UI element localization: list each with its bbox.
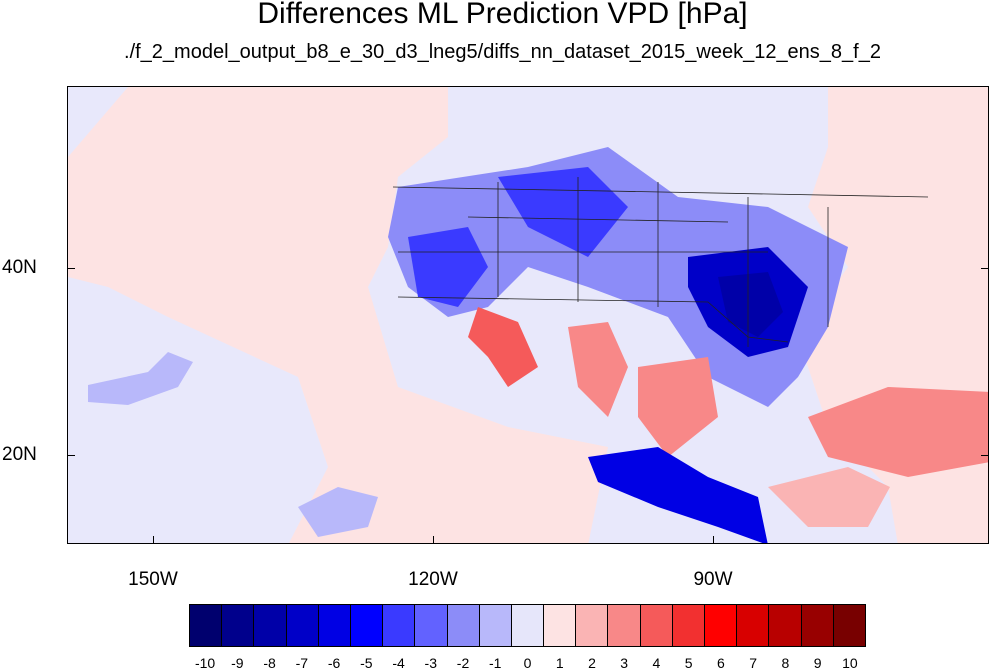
tick-right-20n (981, 455, 989, 456)
colorbar (189, 604, 866, 647)
colorbar-label: -8 (263, 655, 276, 671)
colorbar-label: -5 (360, 655, 373, 671)
region-pink-pacific (68, 87, 608, 543)
lat-label-20n: 20N (2, 444, 37, 465)
vpd-difference-field (68, 87, 988, 543)
colorbar-box (447, 605, 480, 646)
colorbar-label: 8 (781, 655, 790, 671)
colorbar-label: -1 (489, 655, 502, 671)
colorbar-label: 6 (717, 655, 725, 671)
lon-label-150w: 150W (128, 569, 178, 590)
region-blue-central-america (588, 447, 768, 543)
colorbar-box (350, 605, 384, 646)
colorbar-box (383, 605, 416, 646)
tick-bottom-90w (713, 536, 714, 544)
colorbar-label: 0 (523, 655, 532, 671)
colorbar-box (801, 605, 834, 646)
region-blue-west (408, 227, 488, 307)
colorbar-box (286, 605, 319, 646)
colorbar-box (511, 605, 545, 646)
tick-left-20n (67, 455, 75, 456)
map-panel (67, 86, 989, 544)
colorbar-box (833, 605, 865, 646)
state-borders (392, 177, 929, 347)
colorbar-box (608, 605, 641, 646)
region-blue-core (718, 272, 783, 337)
colorbar-label: 3 (620, 655, 629, 671)
tick-bottom-120w (433, 536, 434, 544)
colorbar-box (769, 605, 802, 646)
lon-label-120w: 120W (408, 569, 458, 590)
lat-label-40n: 40N (2, 257, 37, 278)
plot-title: Differences ML Prediction VPD [hPa] (257, 0, 748, 30)
colorbar-box (479, 605, 512, 646)
colorbar-label: 1 (555, 655, 564, 671)
lon-label-90w: 90W (693, 569, 733, 590)
region-red-atlantic (808, 387, 988, 477)
colorbar-box (544, 605, 577, 646)
colorbar-label: 10 (842, 655, 858, 671)
region-red-mexico (568, 322, 628, 417)
colorbar-label: 2 (588, 655, 596, 671)
colorbar-box (705, 605, 738, 646)
region-red-caribbean (768, 467, 890, 527)
colorbar-label: -10 (194, 655, 216, 671)
colorbar-label: -4 (392, 655, 405, 671)
colorbar-box (318, 605, 351, 646)
region-blue-pacific-2 (298, 487, 378, 537)
region-red-baja (468, 307, 538, 387)
colorbar-label: -6 (327, 655, 341, 671)
tick-left-40n (67, 268, 75, 269)
colorbar-label: 7 (749, 655, 758, 671)
colorbar-box (222, 605, 255, 646)
colorbar-box (576, 605, 609, 646)
colorbar-box (672, 605, 705, 646)
plot-subtitle: ./f_2_model_output_b8_e_30_d3_lneg5/diff… (124, 41, 881, 63)
colorbar-label: -2 (456, 655, 470, 671)
colorbar-box (737, 605, 770, 646)
colorbar-box (415, 605, 448, 646)
colorbar-label: 9 (813, 655, 822, 671)
colorbar-box (254, 605, 287, 646)
colorbar-box (190, 605, 223, 646)
colorbar-label: -7 (295, 655, 309, 671)
region-blue-pacific-1 (88, 352, 193, 405)
colorbar-label: 4 (652, 655, 661, 671)
colorbar-label: -9 (231, 655, 244, 671)
region-red-gulf (638, 357, 718, 457)
colorbar-box (640, 605, 673, 646)
colorbar-label: -3 (424, 655, 437, 671)
tick-right-40n (981, 268, 989, 269)
tick-bottom-150w (153, 536, 154, 544)
colorbar-label: 5 (684, 655, 693, 671)
